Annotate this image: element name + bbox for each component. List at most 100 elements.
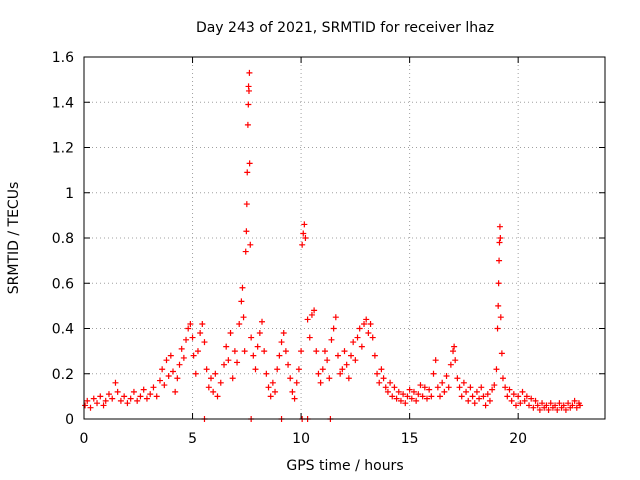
- data-point: [178, 345, 185, 352]
- data-point: [504, 393, 511, 400]
- data-point: [482, 402, 489, 409]
- data-point: [163, 357, 170, 364]
- data-point: [486, 397, 493, 404]
- data-point: [161, 382, 168, 389]
- data-point: [393, 395, 400, 402]
- data-point: [189, 334, 196, 341]
- data-point: [432, 357, 439, 364]
- data-point: [229, 375, 236, 382]
- data-point: [439, 379, 446, 386]
- y-tick-label: 1.2: [52, 141, 74, 157]
- data-point: [165, 373, 172, 380]
- data-point: [210, 388, 217, 395]
- data-point: [244, 169, 251, 176]
- data-point: [127, 395, 134, 402]
- data-point: [502, 384, 509, 391]
- data-point: [341, 348, 348, 355]
- data-point: [343, 361, 350, 368]
- data-point: [334, 352, 341, 359]
- data-point: [354, 334, 361, 341]
- data-point: [463, 388, 470, 395]
- data-point: [467, 384, 474, 391]
- data-point: [272, 388, 279, 395]
- x-tick-label: 0: [80, 431, 89, 447]
- data-point: [299, 241, 306, 248]
- data-point: [121, 393, 128, 400]
- data-point: [443, 373, 450, 380]
- data-point: [391, 384, 398, 391]
- data-point: [328, 336, 335, 343]
- data-point: [497, 314, 504, 321]
- data-point: [408, 395, 415, 402]
- data-point: [498, 350, 505, 357]
- data-point: [278, 339, 285, 346]
- data-point: [345, 375, 352, 382]
- x-axis-label: GPS time / hours: [286, 458, 403, 474]
- data-point: [376, 379, 383, 386]
- data-point: [428, 393, 435, 400]
- data-point: [400, 391, 407, 398]
- data-point: [252, 366, 259, 373]
- data-point: [153, 393, 160, 400]
- y-axis-label: SRMTID / TECUs: [6, 182, 22, 295]
- data-point: [480, 393, 487, 400]
- data-point: [192, 370, 199, 377]
- data-point: [489, 386, 496, 393]
- data-point: [100, 402, 107, 409]
- data-point: [330, 325, 337, 332]
- data-point: [156, 377, 163, 384]
- data-point: [223, 343, 230, 350]
- data-point: [112, 379, 119, 386]
- data-point: [426, 386, 433, 393]
- data-point: [243, 201, 250, 208]
- data-point: [515, 393, 522, 400]
- data-point: [245, 101, 252, 108]
- data-point: [256, 330, 263, 337]
- data-point: [451, 343, 458, 350]
- data-point: [244, 121, 251, 128]
- data-point: [569, 402, 576, 409]
- data-point: [450, 348, 457, 355]
- data-point: [573, 404, 580, 411]
- data-point: [147, 391, 154, 398]
- y-tick-label: 0.2: [52, 367, 74, 383]
- data-point: [203, 366, 210, 373]
- data-point: [302, 235, 309, 241]
- data-point: [415, 391, 422, 398]
- data-point: [441, 388, 448, 395]
- data-point: [134, 397, 141, 404]
- data-point: [510, 391, 517, 398]
- data-point: [469, 393, 476, 400]
- data-point: [495, 302, 502, 309]
- data-point: [352, 357, 359, 364]
- data-point: [82, 402, 89, 409]
- data-point: [201, 339, 208, 346]
- data-point: [389, 393, 396, 400]
- data-point: [361, 320, 368, 327]
- data-point: [259, 318, 266, 325]
- data-point: [454, 375, 461, 382]
- data-point: [447, 361, 454, 368]
- data-point: [560, 402, 567, 409]
- data-point: [460, 379, 467, 386]
- data-point: [530, 404, 537, 411]
- data-point: [250, 352, 257, 359]
- y-tick-label: 1.6: [52, 50, 74, 66]
- y-tick-label: 1: [65, 186, 74, 202]
- data-point: [339, 366, 346, 373]
- data-point: [207, 375, 214, 382]
- x-tick-label: 15: [401, 431, 419, 447]
- data-point: [456, 384, 463, 391]
- data-point: [478, 384, 485, 391]
- data-point: [543, 402, 550, 409]
- data-point: [269, 379, 276, 386]
- data-point: [365, 330, 372, 337]
- data-point: [276, 352, 283, 359]
- data-point: [274, 366, 281, 373]
- data-point: [547, 400, 554, 407]
- data-point: [170, 368, 177, 375]
- data-point: [554, 406, 561, 413]
- data-point: [150, 384, 157, 391]
- data-point: [140, 386, 147, 393]
- data-point: [371, 352, 378, 359]
